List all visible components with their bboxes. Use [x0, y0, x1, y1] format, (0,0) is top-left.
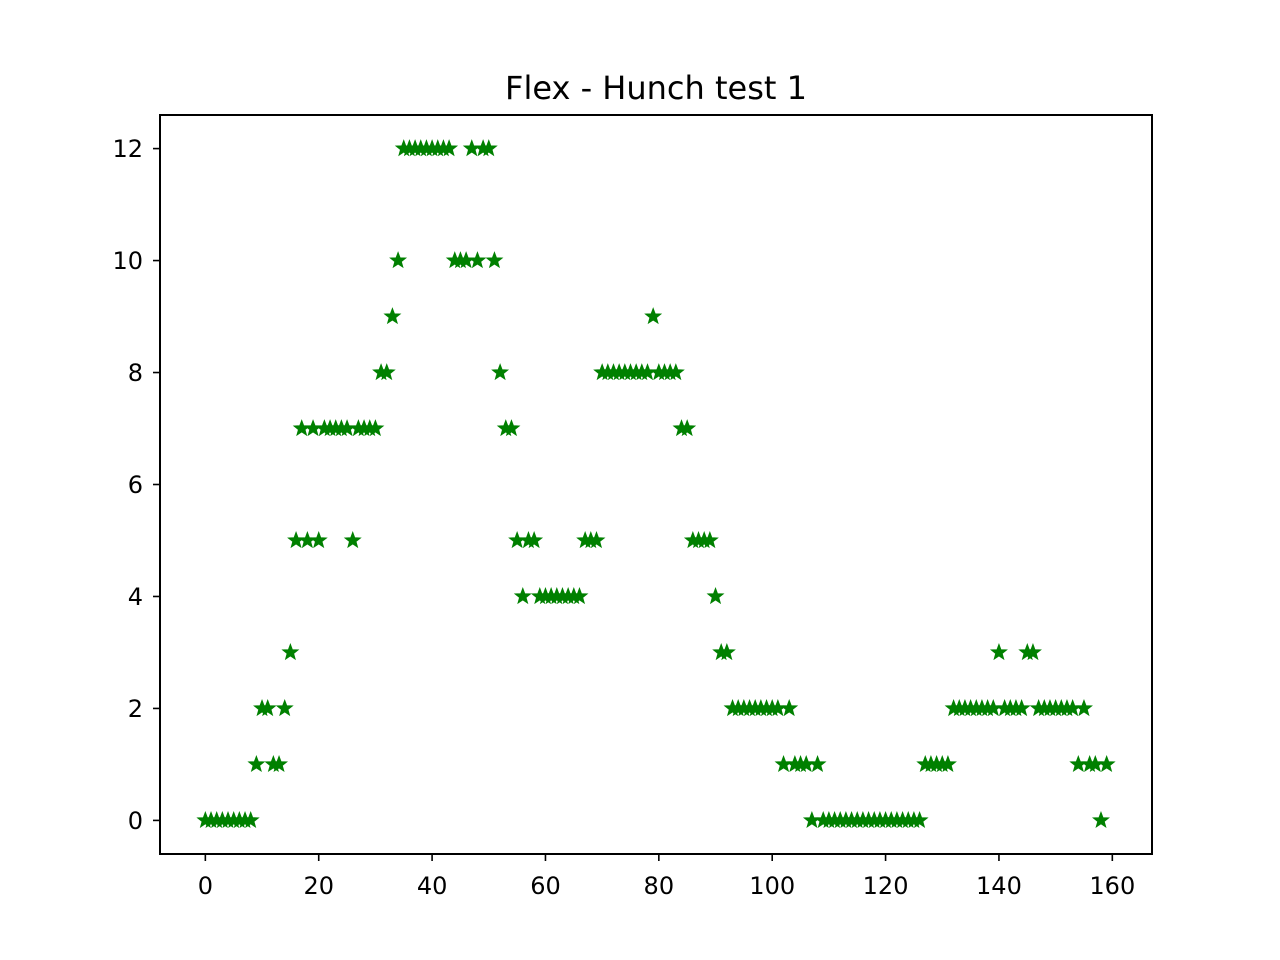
data-point [525, 531, 544, 549]
x-tick-label: 160 [1089, 872, 1135, 900]
data-point [281, 643, 300, 661]
data-point [587, 531, 606, 549]
data-point [1023, 643, 1042, 661]
chart-title: Flex - Hunch test 1 [505, 69, 807, 107]
x-tick-label: 80 [644, 872, 675, 900]
data-point [491, 363, 510, 381]
x-tick-label: 40 [417, 872, 448, 900]
data-point [468, 251, 487, 269]
data-point [938, 754, 957, 773]
x-tick-label: 100 [749, 872, 795, 900]
data-point [241, 810, 260, 829]
data-point [366, 419, 385, 437]
data-point [910, 810, 929, 829]
data-point [808, 754, 827, 773]
data-point [678, 419, 697, 437]
data-point [513, 587, 532, 605]
data-point [644, 307, 663, 325]
data-point [270, 754, 289, 773]
data-point [717, 643, 736, 661]
data-point [479, 139, 498, 157]
x-tick-label: 20 [303, 872, 334, 900]
data-point [275, 699, 294, 717]
data-point [383, 307, 402, 325]
y-tick-label: 6 [128, 471, 143, 499]
y-tick-label: 0 [128, 807, 143, 835]
data-point [258, 699, 277, 717]
y-tick-label: 2 [128, 695, 143, 723]
data-point [377, 363, 396, 381]
x-tick-label: 120 [863, 872, 909, 900]
data-point [1092, 810, 1110, 829]
x-tick-label: 0 [198, 872, 213, 900]
data-point [1075, 699, 1093, 717]
data-point [309, 531, 328, 549]
data-point [989, 643, 1008, 661]
data-point [780, 699, 799, 717]
data-point [570, 587, 589, 605]
y-tick-label: 12 [112, 135, 143, 163]
data-point [706, 587, 725, 605]
data-point [247, 754, 266, 773]
y-tick-label: 10 [112, 247, 143, 275]
data-point [1097, 754, 1116, 773]
y-tick-label: 4 [128, 583, 143, 611]
x-tick-label: 140 [976, 872, 1022, 900]
x-tick-label: 60 [530, 872, 561, 900]
data-point [666, 363, 685, 381]
data-points [196, 139, 1116, 829]
data-point [440, 139, 459, 157]
data-point [502, 419, 521, 437]
data-point [389, 251, 408, 269]
data-point [1012, 699, 1031, 717]
y-axis: 0 2 4 6 8 10 12 [112, 135, 160, 835]
plot-frame [159, 114, 1153, 855]
data-point [485, 251, 504, 269]
x-axis: 0 20 40 60 80 100 120 140 160 [198, 854, 1135, 900]
data-point [700, 531, 719, 549]
data-point [343, 531, 362, 549]
y-tick-label: 8 [128, 359, 143, 387]
